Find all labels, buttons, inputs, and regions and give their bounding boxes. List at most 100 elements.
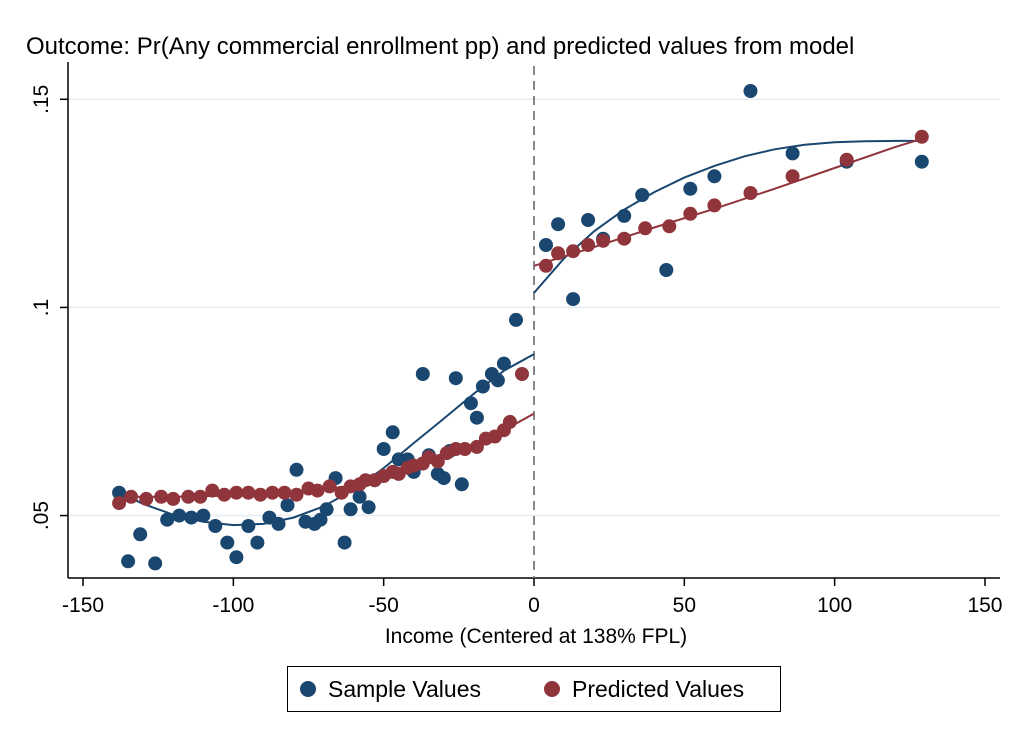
sample-point-15 <box>280 498 295 513</box>
y-tick-label-0: .05 <box>30 501 53 530</box>
sample-point-43 <box>490 373 505 388</box>
predicted-point-11 <box>253 487 268 502</box>
predicted-point-8 <box>217 487 232 502</box>
sample-point-51 <box>617 208 632 223</box>
sample-point-25 <box>361 500 376 515</box>
x-tick-label-1: -100 <box>212 594 254 617</box>
sample-point-4 <box>160 512 175 527</box>
predicted-point-49 <box>707 198 722 213</box>
sample-point-46 <box>539 238 553 252</box>
sample-point-3 <box>148 556 163 571</box>
predicted-point-14 <box>289 487 304 502</box>
sample-point-28 <box>385 425 400 440</box>
sample-point-45 <box>509 312 523 327</box>
predicted-point-1 <box>124 489 139 504</box>
legend-marker-predicted <box>544 681 560 697</box>
sample-point-53 <box>659 263 674 277</box>
x-tick-label-4: 50 <box>673 594 696 617</box>
sample-point-38 <box>454 477 469 492</box>
sample-point-1 <box>121 554 136 569</box>
sample-point-10 <box>229 550 244 565</box>
predicted-point-0 <box>112 496 127 511</box>
predicted-point-39 <box>515 367 529 381</box>
sample-point-27 <box>376 442 391 456</box>
sample-point-32 <box>415 367 430 381</box>
predicted-point-51 <box>785 169 800 184</box>
sample-point-23 <box>343 502 358 517</box>
sample-point-37 <box>448 371 463 386</box>
sample-point-59 <box>914 154 929 169</box>
predicted-point-45 <box>617 231 632 246</box>
x-tick-label-6: 150 <box>967 594 1002 617</box>
predicted-point-34 <box>469 439 484 454</box>
predicted-point-42 <box>566 244 581 259</box>
sample-point-19 <box>313 512 328 527</box>
predicted-point-47 <box>662 219 677 234</box>
data-points <box>112 84 929 571</box>
legend-item-predicted: Predicted Values <box>544 667 744 711</box>
sample-point-54 <box>683 181 698 196</box>
sample-point-7 <box>196 508 211 523</box>
predicted-point-5 <box>181 489 196 504</box>
predicted-point-44 <box>596 233 611 248</box>
predicted-point-43 <box>581 238 596 252</box>
sample-point-20 <box>319 502 334 517</box>
predicted-point-4 <box>166 491 181 506</box>
y-tick-label-2: .15 <box>30 85 53 114</box>
predicted-point-6 <box>193 489 208 504</box>
predicted-point-17 <box>322 479 337 494</box>
legend-label-predicted: Predicted Values <box>572 675 745 702</box>
fit-lines <box>118 137 923 527</box>
predicted-point-3 <box>154 489 169 504</box>
predicted-point-50 <box>743 186 758 200</box>
x-tick-label-3: 0 <box>528 594 540 617</box>
sample-point-6 <box>184 510 199 525</box>
predicted-point-7 <box>205 483 220 498</box>
legend-item-sample: Sample Values <box>300 667 481 711</box>
sample-point-0 <box>112 485 127 500</box>
legend-marker-sample <box>300 681 316 697</box>
sample-point-11 <box>241 519 256 533</box>
predicted-point-40 <box>539 258 553 273</box>
sample-point-40 <box>469 410 484 425</box>
y-tick-label-1: .1 <box>30 299 53 317</box>
sample-point-47 <box>551 217 566 232</box>
sample-point-55 <box>707 169 722 184</box>
axis-layer: -150 -100 -50 0 50 100 150 .05 .1 .15 <box>30 62 1002 617</box>
chart-title: Outcome: Pr(Any commercial enrollment pp… <box>26 33 854 60</box>
predicted-point-33 <box>457 442 472 456</box>
predicted-point-2 <box>139 491 154 506</box>
predicted-point-48 <box>683 206 698 221</box>
sample-point-12 <box>250 535 265 550</box>
predicted-point-46 <box>638 221 653 236</box>
sample-point-16 <box>289 462 304 477</box>
predicted-point-53 <box>914 129 929 144</box>
x-tick-label-5: 100 <box>817 594 852 617</box>
predicted-point-9 <box>229 485 244 500</box>
x-tick-label-2: -50 <box>368 594 398 617</box>
legend-label-sample: Sample Values <box>328 675 481 702</box>
sample-point-49 <box>581 213 596 227</box>
fit-line-0 <box>118 353 535 527</box>
sample-point-52 <box>635 188 650 202</box>
predicted-point-41 <box>551 246 566 261</box>
sample-point-41 <box>475 379 490 394</box>
sample-point-24 <box>352 489 367 504</box>
x-axis-title: Income (Centered at 138% FPL) <box>385 625 687 648</box>
fit-line-1 <box>533 139 922 294</box>
sample-point-5 <box>172 508 187 523</box>
predicted-point-12 <box>265 485 280 500</box>
predicted-point-38 <box>502 414 517 429</box>
predicted-point-10 <box>241 485 256 500</box>
sample-point-57 <box>785 146 800 161</box>
sample-point-9 <box>220 535 235 550</box>
sample-point-44 <box>496 356 511 371</box>
x-tick-label-0: -150 <box>62 594 104 617</box>
predicted-point-16 <box>310 483 325 498</box>
legend: Sample Values Predicted Values <box>287 666 781 712</box>
sample-point-8 <box>208 519 223 533</box>
sample-point-48 <box>566 292 581 307</box>
sample-point-56 <box>743 84 758 98</box>
